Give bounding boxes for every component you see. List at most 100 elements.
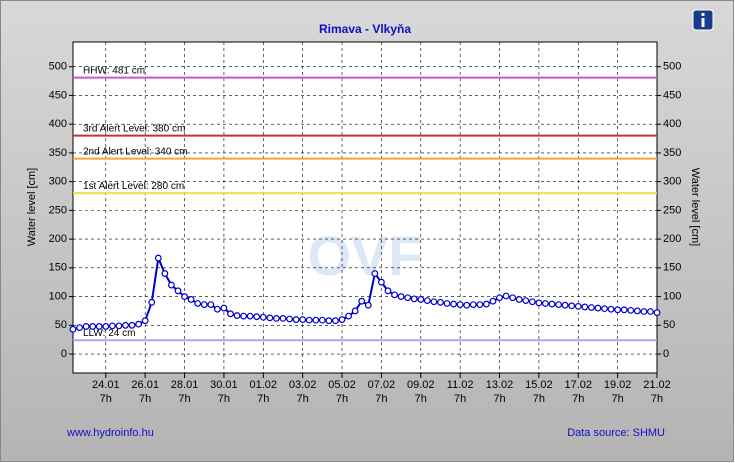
data-point bbox=[318, 316, 326, 324]
data-point bbox=[325, 317, 333, 325]
data-point bbox=[384, 287, 392, 295]
x-tick-label: 24.01 bbox=[92, 379, 120, 391]
y2-tick-label: 300 bbox=[663, 176, 681, 188]
x-tick-sublabel: 7h bbox=[533, 393, 545, 405]
data-point bbox=[423, 297, 431, 304]
data-point bbox=[391, 291, 398, 299]
data-point bbox=[122, 321, 129, 329]
threshold-label: 1st Alert Level: 280 cm bbox=[83, 181, 184, 192]
watermark: OVF bbox=[307, 224, 422, 287]
plot-area bbox=[72, 41, 658, 374]
x-tick-label: 30.01 bbox=[210, 379, 238, 391]
data-point bbox=[266, 314, 274, 322]
y2-tick-label: 100 bbox=[663, 290, 681, 302]
x-tick-sublabel: 7h bbox=[572, 393, 584, 405]
data-point bbox=[647, 308, 654, 315]
data-point bbox=[397, 293, 405, 300]
data-point bbox=[194, 300, 202, 307]
data-point bbox=[581, 303, 589, 311]
data-point bbox=[292, 316, 300, 323]
x-tick-sublabel: 7h bbox=[375, 393, 387, 405]
info-dot bbox=[701, 13, 705, 16]
x-tick-sublabel: 7h bbox=[651, 393, 663, 405]
data-point bbox=[299, 316, 307, 323]
data-point bbox=[522, 297, 530, 304]
threshold-label: LLW: 24 cm bbox=[83, 328, 135, 339]
chart-title: Rimava - Vlkyňa bbox=[319, 22, 411, 36]
data-point bbox=[430, 298, 438, 306]
data-point bbox=[220, 304, 228, 312]
x-tick-sublabel: 7h bbox=[178, 393, 190, 405]
data-point bbox=[378, 278, 385, 286]
data-point bbox=[614, 306, 622, 314]
x-tick-sublabel: 7h bbox=[100, 393, 112, 405]
x-tick-sublabel: 7h bbox=[415, 393, 427, 405]
data-point bbox=[607, 305, 615, 313]
y-tick-label: 0 bbox=[61, 348, 67, 360]
data-point bbox=[259, 313, 267, 321]
data-point bbox=[174, 287, 182, 295]
data-point bbox=[135, 320, 143, 328]
data-point bbox=[95, 323, 103, 330]
data-point bbox=[358, 297, 366, 305]
data-point bbox=[496, 294, 503, 302]
data-point bbox=[187, 296, 195, 303]
data-point bbox=[200, 301, 208, 309]
data-point bbox=[141, 317, 149, 325]
info-icon[interactable] bbox=[692, 9, 714, 31]
data-point bbox=[181, 293, 188, 300]
data-point bbox=[561, 301, 569, 309]
y2-tick-label: 500 bbox=[663, 61, 681, 73]
threshold-label: 2nd Alert Level: 340 cm bbox=[83, 146, 188, 157]
data-point bbox=[102, 323, 110, 330]
data-point bbox=[640, 308, 648, 315]
x-tick-label: 21.02 bbox=[643, 379, 671, 391]
data-point bbox=[161, 270, 169, 277]
data-point bbox=[450, 300, 457, 308]
data-point bbox=[76, 324, 83, 332]
data-point bbox=[620, 306, 628, 314]
data-point bbox=[502, 292, 510, 300]
data-point bbox=[653, 309, 661, 317]
data-point bbox=[233, 312, 241, 319]
x-tick-label: 07.02 bbox=[368, 379, 396, 391]
data-point bbox=[587, 304, 595, 311]
data-point bbox=[279, 315, 287, 322]
x-tick-label: 03.02 bbox=[289, 379, 317, 391]
x-tick-sublabel: 7h bbox=[454, 393, 466, 405]
data-point bbox=[364, 301, 372, 309]
x-tick-sublabel: 7h bbox=[612, 393, 624, 405]
y2-tick-label: 350 bbox=[663, 147, 681, 159]
data-point bbox=[410, 295, 418, 303]
y2-tick-label: 400 bbox=[663, 118, 681, 130]
data-point bbox=[371, 270, 379, 277]
data-point bbox=[509, 294, 517, 302]
data-point bbox=[82, 323, 90, 330]
y2-axis-label: Water level [cm] bbox=[689, 168, 701, 246]
data-point bbox=[528, 298, 536, 306]
y-tick-label: 250 bbox=[49, 204, 67, 216]
data-point bbox=[443, 300, 451, 307]
y2-tick-label: 250 bbox=[663, 204, 681, 216]
data-point bbox=[345, 312, 352, 320]
data-point bbox=[404, 294, 412, 302]
data-point bbox=[456, 301, 464, 309]
data-point bbox=[535, 299, 543, 307]
data-point bbox=[542, 300, 549, 307]
data-point bbox=[154, 254, 162, 262]
data-point bbox=[227, 310, 234, 318]
x-tick-label: 05.02 bbox=[328, 379, 356, 391]
data-point bbox=[286, 315, 293, 323]
data-point bbox=[108, 322, 116, 330]
data-point bbox=[128, 321, 136, 329]
data-point bbox=[246, 312, 254, 320]
footer-link[interactable]: www.hydroinfo.hu bbox=[66, 427, 154, 439]
data-point bbox=[633, 307, 641, 315]
y2-tick-label: 0 bbox=[663, 348, 669, 360]
data-point bbox=[555, 301, 562, 309]
data-point bbox=[115, 322, 123, 330]
data-point bbox=[351, 307, 359, 315]
data-point bbox=[207, 301, 215, 309]
x-tick-label: 09.02 bbox=[407, 379, 435, 391]
y-axis-label: Water level [cm] bbox=[26, 168, 38, 246]
